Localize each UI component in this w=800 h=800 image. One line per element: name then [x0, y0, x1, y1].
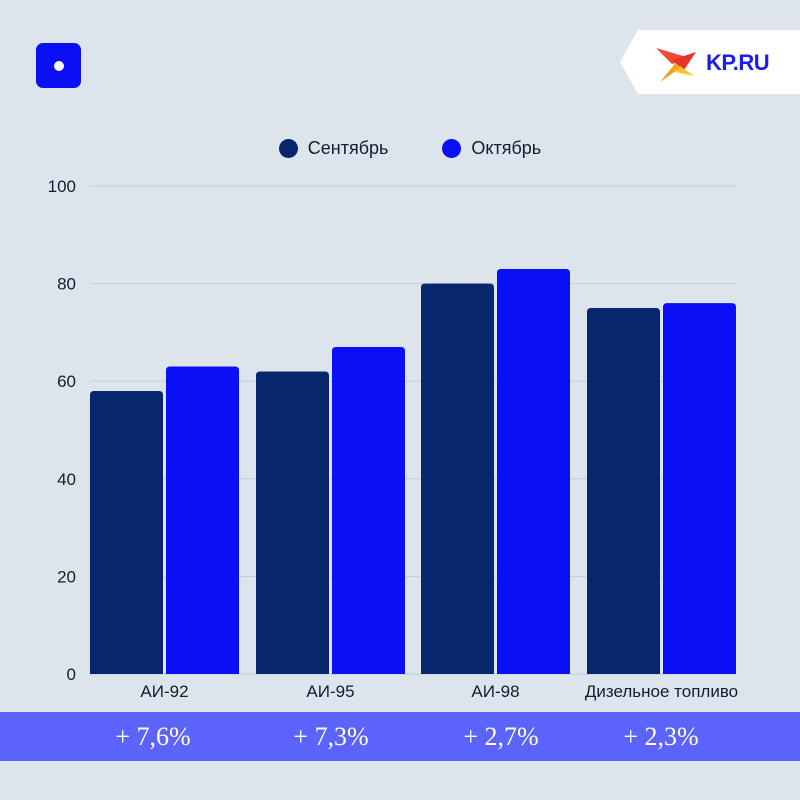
y-tick-label-100: 100	[48, 177, 76, 196]
percent-change-ai92: + 7,6%	[115, 722, 191, 751]
legend-item-september: Сентябрь	[259, 138, 389, 159]
bar-october-0	[166, 366, 239, 674]
kp-logo: KP.RU	[620, 30, 800, 94]
legend-label-september: Сентябрь	[307, 138, 389, 158]
percent-change-diesel: + 2,3%	[623, 722, 699, 751]
logo-tag-shape	[620, 30, 800, 94]
x-tick-label-2: АИ-98	[471, 682, 519, 701]
x-tick-label-0: АИ-92	[140, 682, 188, 701]
logo-text: KP.RU	[706, 50, 770, 75]
y-tick-label-80: 80	[57, 275, 76, 294]
x-tick-label-3: Дизельное топливо	[585, 682, 738, 701]
bar-october-3	[663, 303, 736, 674]
bar-september-2	[421, 283, 494, 674]
y-tick-label-20: 20	[57, 567, 76, 586]
bar-september-1	[256, 371, 329, 674]
bar-september-3	[587, 308, 660, 674]
bar-september-0	[90, 390, 163, 674]
bar-october-2	[497, 268, 570, 674]
legend-label-october: Октябрь	[471, 138, 542, 158]
legend: Сентябрь Октябрь	[0, 138, 800, 159]
percent-change-ai95: + 7,3%	[293, 722, 369, 751]
x-tick-label-1: АИ-95	[306, 682, 354, 701]
percent-change-ai98: + 2,7%	[463, 722, 539, 751]
dot-icon	[53, 60, 64, 71]
y-tick-label-0: 0	[67, 665, 76, 684]
legend-swatch-september	[278, 139, 298, 158]
swallow-icon	[656, 48, 696, 82]
corner-badge	[36, 43, 81, 88]
bar-chart: 0 20 40 60 80 100 АИ-92 АИ-95 АИ-98 Дизельное топ…	[48, 177, 739, 701]
percent-change-band: + 7,6% + 7,3% + 2,7% + 2,3%	[0, 712, 800, 761]
bar-october-1	[332, 347, 405, 674]
y-tick-label-40: 40	[57, 470, 76, 489]
legend-swatch-october	[442, 139, 462, 158]
legend-item-october: Октябрь	[422, 138, 541, 159]
y-tick-label-60: 60	[57, 372, 76, 391]
